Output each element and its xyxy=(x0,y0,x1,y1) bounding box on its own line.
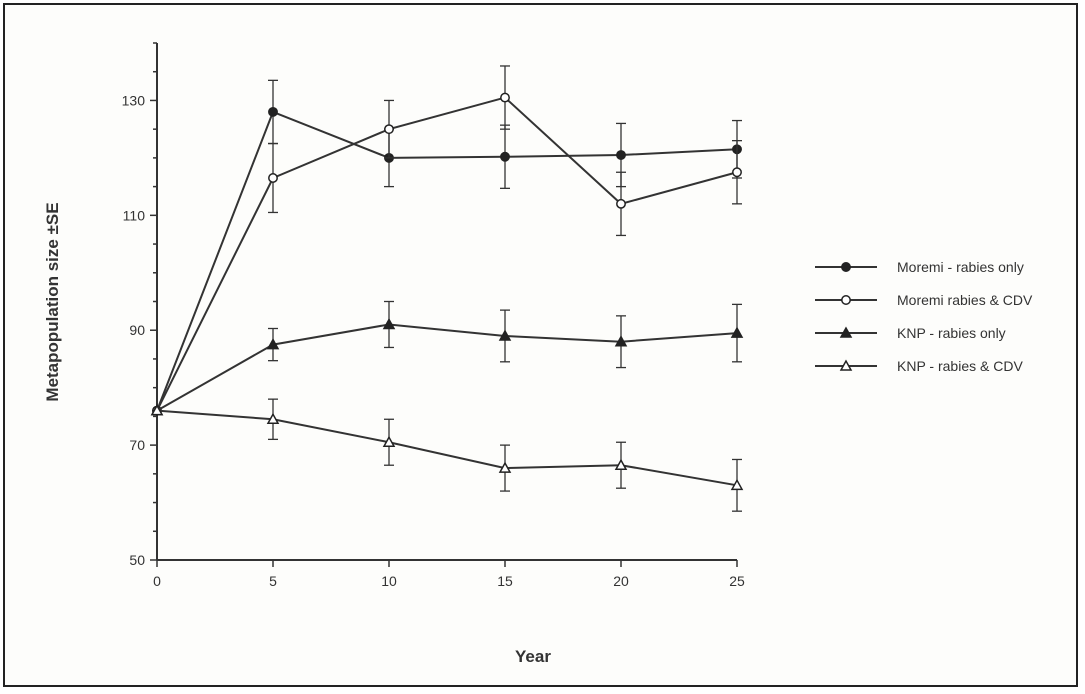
x-tick-label: 25 xyxy=(729,573,745,589)
series-moremi-rabies-only xyxy=(152,79,742,416)
series-line xyxy=(156,110,738,412)
legend-item-knp-rabies-cdv: KNP - rabies & CDV xyxy=(815,358,1023,374)
data-point xyxy=(382,435,396,447)
legend-label: Moremi - rabies only xyxy=(897,259,1024,275)
plot-area: 50 70 90 110 130 0 5 10 15 20 25 xyxy=(122,42,745,589)
data-point xyxy=(498,329,512,341)
series-line xyxy=(156,409,738,487)
legend-label: Moremi rabies & CDV xyxy=(897,292,1033,308)
legend-marker xyxy=(841,295,851,305)
legend-marker xyxy=(839,326,853,338)
legend-marker xyxy=(841,262,851,272)
y-tick-label: 50 xyxy=(129,552,145,568)
data-point xyxy=(498,461,512,473)
y-tick-label: 130 xyxy=(122,92,146,108)
data-point xyxy=(614,335,628,347)
x-tick-label: 10 xyxy=(381,573,397,589)
data-point xyxy=(268,106,278,117)
data-point xyxy=(500,92,510,103)
data-point xyxy=(732,167,742,178)
legend-marker xyxy=(839,359,853,371)
series-knp-rabies-cdv xyxy=(150,398,744,512)
y-tick-label: 90 xyxy=(129,322,145,338)
series-line xyxy=(156,96,738,412)
data-point xyxy=(616,150,626,160)
series-moremi-rabies-cdv xyxy=(152,65,742,416)
x-tick-label: 5 xyxy=(269,573,277,589)
data-point xyxy=(266,338,280,350)
legend-label: KNP - rabies only xyxy=(897,325,1006,341)
data-point xyxy=(730,326,744,338)
y-axis-title: Metapopulation size ±SE xyxy=(43,202,62,401)
legend-item-moremi-rabies-cdv: Moremi rabies & CDV xyxy=(815,292,1033,308)
data-point xyxy=(384,124,394,135)
legend-label: KNP - rabies & CDV xyxy=(897,358,1023,374)
data-point xyxy=(616,198,626,209)
data-point xyxy=(614,458,628,470)
y-tick-label: 70 xyxy=(129,437,145,453)
legend-item-knp-rabies-only: KNP - rabies only xyxy=(815,325,1006,341)
x-tick-label: 15 xyxy=(497,573,513,589)
y-tick-label: 110 xyxy=(123,207,146,223)
data-point xyxy=(500,151,510,162)
data-point xyxy=(382,317,396,330)
data-point xyxy=(268,173,278,183)
data-point xyxy=(266,412,280,425)
legend: Moremi - rabies only Moremi rabies & CDV K… xyxy=(815,259,1033,374)
series-line xyxy=(156,323,738,412)
x-tick-label: 0 xyxy=(153,573,161,589)
x-axis-title: Year xyxy=(515,647,551,666)
x-tick-label: 20 xyxy=(613,573,629,589)
data-point xyxy=(730,478,744,491)
series-knp-rabies-only xyxy=(150,300,744,416)
data-point xyxy=(150,404,164,416)
legend-item-moremi-rabies-only: Moremi - rabies only xyxy=(815,259,1024,275)
